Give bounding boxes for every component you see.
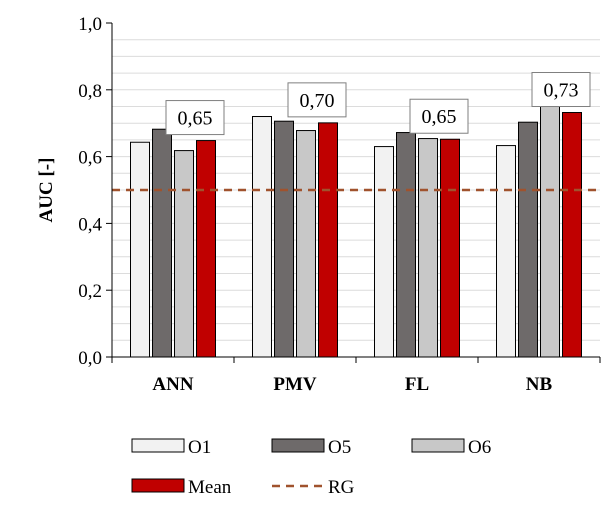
bar-o6-nb <box>540 102 560 358</box>
axis-layer: 0,0 0,2 0,4 0,6 0,8 1,0 ANN PMV FL NB <box>78 14 601 395</box>
legend-label: RG <box>328 477 355 498</box>
legend-label: O1 <box>188 437 211 458</box>
mean-data-label: 0,65 <box>422 106 457 128</box>
bars-layer <box>130 102 582 358</box>
bar-o5-ann <box>152 128 172 358</box>
x-category-label: ANN <box>152 374 193 395</box>
y-tick-label: 0,0 <box>78 348 102 369</box>
bar-o6-pmv <box>296 130 316 358</box>
y-tick-label: 1,0 <box>78 14 102 35</box>
bar-o5-pmv <box>274 120 294 358</box>
bar-mean-fl <box>440 138 460 358</box>
legend-label: Mean <box>188 477 232 498</box>
x-category-label: PMV <box>273 374 317 395</box>
y-tick-label: 0,6 <box>78 148 102 169</box>
legend: O1 O5 O6 Mean RG <box>131 437 491 498</box>
legend-swatch <box>411 438 465 453</box>
legend-label: O5 <box>328 437 351 458</box>
data-labels-layer: 0,65 0,70 0,65 0,73 <box>165 72 591 136</box>
legend-swatch <box>271 438 325 453</box>
legend-swatch <box>131 478 185 493</box>
mean-label-box <box>287 82 347 118</box>
bar-o6-fl <box>418 138 438 358</box>
bar-o1-nb <box>496 145 516 358</box>
mean-label-box <box>409 98 469 134</box>
bar-mean-pmv <box>318 122 338 358</box>
mean-label-box <box>165 100 225 136</box>
mean-data-label: 0,70 <box>300 90 335 112</box>
y-tick-label: 0,2 <box>78 281 102 302</box>
legend-swatch <box>131 438 185 453</box>
bar-o6-ann <box>174 150 194 358</box>
mean-label-box <box>531 72 591 108</box>
bar-o1-ann <box>130 141 150 358</box>
legend-label: O6 <box>468 437 491 458</box>
mean-data-label: 0,65 <box>178 108 213 130</box>
bar-o1-fl <box>374 146 394 358</box>
x-category-label: NB <box>526 374 553 395</box>
x-category-label: FL <box>405 374 429 395</box>
bar-mean-nb <box>562 112 582 358</box>
bar-mean-ann <box>196 140 216 358</box>
bar-o5-nb <box>518 121 538 358</box>
bar-o5-fl <box>396 132 416 358</box>
bar-o1-pmv <box>252 116 272 358</box>
y-axis-label: AUC [-] <box>36 158 57 223</box>
mean-data-label: 0,73 <box>544 80 579 102</box>
y-tick-label: 0,8 <box>78 81 102 102</box>
y-tick-label: 0,4 <box>78 214 102 235</box>
